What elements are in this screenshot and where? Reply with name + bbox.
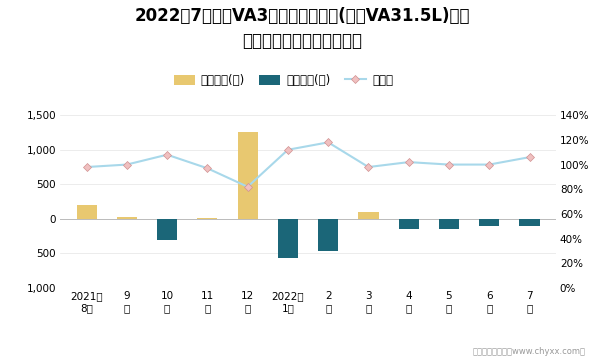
Bar: [399, 219, 419, 229]
Bar: [439, 219, 459, 229]
产销率: [244, 185, 251, 189]
Bar: [198, 218, 217, 219]
产销率: [204, 166, 211, 170]
产销率: [486, 162, 493, 167]
产销率: [123, 162, 130, 167]
产销率: [365, 165, 372, 169]
Bar: [318, 219, 338, 251]
Bar: [519, 219, 539, 226]
Bar: [117, 217, 137, 219]
产销率: [445, 162, 452, 167]
Bar: [278, 219, 298, 258]
产销率: [526, 155, 533, 159]
Text: 制图：智研咨询（www.chyxx.com）: 制图：智研咨询（www.chyxx.com）: [473, 347, 586, 356]
产销率: [405, 160, 413, 164]
Bar: [77, 205, 97, 219]
Text: 年库存情况及产销率统计图: 年库存情况及产销率统计图: [242, 32, 362, 50]
Legend: 积压库存(辆), 清仓库存(辆), 产销率: 积压库存(辆), 清仓库存(辆), 产销率: [169, 69, 397, 92]
Bar: [358, 212, 379, 219]
Bar: [479, 219, 500, 226]
Bar: [157, 219, 177, 240]
Text: 2022年7月捷达VA3旗下最畅销轿车(捷达VA31.5L)近一: 2022年7月捷达VA3旗下最畅销轿车(捷达VA31.5L)近一: [134, 7, 470, 25]
Line: 产销率: 产销率: [83, 139, 533, 190]
产销率: [164, 153, 171, 157]
产销率: [83, 165, 90, 169]
Bar: [237, 132, 258, 219]
产销率: [324, 140, 332, 144]
产销率: [284, 148, 292, 152]
